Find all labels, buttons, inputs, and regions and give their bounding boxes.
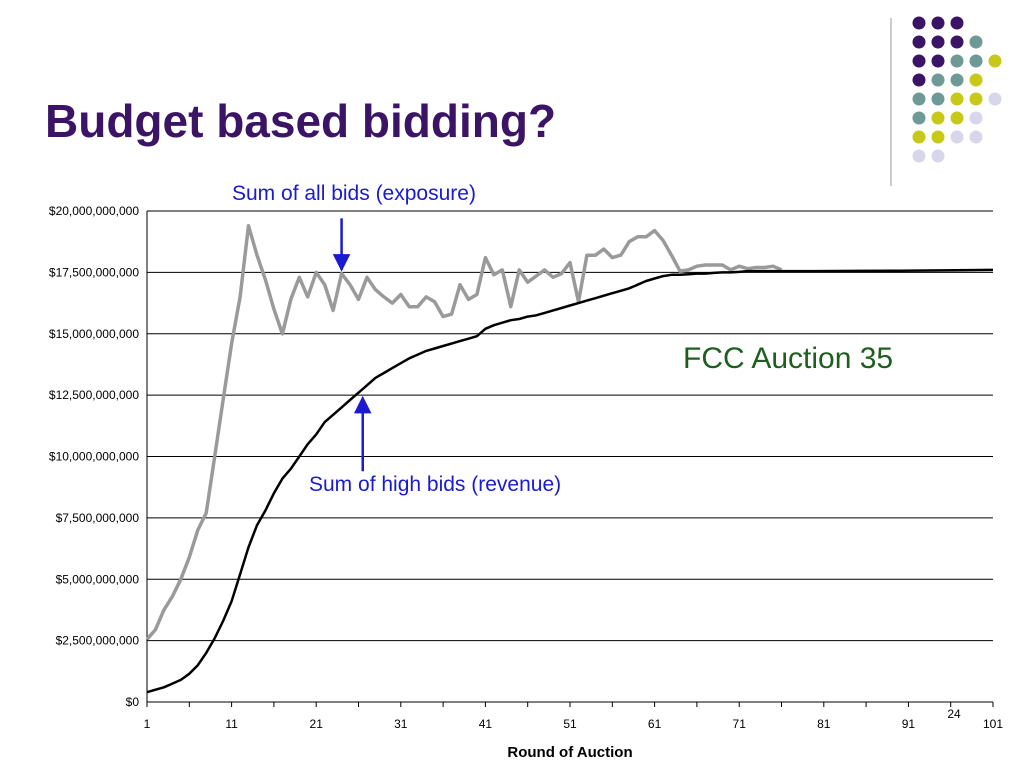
decorative-dot	[931, 35, 945, 49]
x-tick-label: 1	[144, 717, 151, 731]
y-tick-label: $0	[126, 695, 140, 709]
decorative-dot	[950, 16, 964, 30]
x-tick-label: 51	[563, 717, 577, 731]
y-tick-label: $20,000,000,000	[49, 204, 139, 218]
x-tick-label: 31	[394, 717, 408, 731]
page-number: 24	[947, 707, 961, 721]
decorative-dot	[969, 35, 983, 49]
decorative-dot	[912, 54, 926, 68]
decorative-dot	[969, 73, 983, 87]
series-line-exposure	[145, 223, 783, 641]
decorative-dot-grid	[912, 16, 1002, 163]
x-tick-label: 11	[225, 717, 238, 731]
y-tick-label: $7,500,000,000	[56, 511, 140, 525]
decorative-dot	[969, 130, 983, 144]
y-tick-label: $5,000,000,000	[56, 572, 140, 586]
decorative-dot	[950, 54, 964, 68]
decorative-dot	[912, 92, 926, 106]
decorative-dot	[912, 16, 926, 30]
decorative-dot	[950, 92, 964, 106]
x-tick-label: 41	[479, 717, 493, 731]
revenue-annotation: Sum of high bids (revenue)	[309, 473, 561, 496]
decorative-dot	[950, 35, 964, 49]
decorative-dot	[950, 111, 964, 125]
decorative-dot	[969, 54, 983, 68]
gridlines	[147, 210, 993, 642]
decorative-dot	[931, 111, 945, 125]
slide-title: Budget based bidding?	[45, 95, 557, 147]
y-tick-label: $12,500,000,000	[49, 388, 139, 402]
decorative-dot	[931, 92, 945, 106]
decorative-dot	[912, 35, 926, 49]
decorative-dot	[931, 54, 945, 68]
decorative-dot	[969, 111, 983, 125]
x-axis-title: Round of Auction	[507, 744, 632, 761]
x-tick-label: 101	[983, 717, 1003, 731]
decorative-dot	[969, 92, 983, 106]
x-tick-label: 81	[817, 717, 831, 731]
series-line-revenue	[146, 268, 994, 694]
decorative-dot	[912, 73, 926, 87]
y-tick-label: $2,500,000,000	[56, 634, 140, 648]
decorative-dot	[912, 111, 926, 125]
x-tick-label: 71	[733, 717, 747, 731]
decorative-dot	[931, 149, 945, 163]
axes	[146, 211, 994, 707]
decorative-dot	[950, 73, 964, 87]
fcc-auction-label: FCC Auction 35	[683, 342, 893, 375]
y-tick-label: $15,000,000,000	[49, 327, 139, 341]
x-tick-label: 21	[310, 717, 324, 731]
annotations: Sum of all bids (exposure) Sum of high b…	[232, 182, 893, 496]
decorative-dot	[931, 73, 945, 87]
decorative-dot	[931, 16, 945, 30]
decorative-dot	[988, 92, 1002, 106]
x-tick-label: 91	[902, 717, 916, 731]
y-tick-labels: $0 $2,500,000,000 $5,000,000,000 $7,500,000…	[49, 204, 139, 709]
x-tick-labels: 1 11 21 31 41 51 61 71 81 91 101	[144, 717, 1004, 731]
y-tick-label: $10,000,000,000	[49, 450, 139, 464]
decorative-dot	[912, 149, 926, 163]
decorative-dot	[912, 130, 926, 144]
decorative-dot	[931, 130, 945, 144]
exposure-annotation: Sum of all bids (exposure)	[232, 182, 476, 205]
y-tick-label: $17,500,000,000	[49, 265, 139, 279]
decorative-dot	[988, 54, 1002, 68]
x-tick-label: 61	[648, 717, 662, 731]
series-lines	[145, 223, 994, 694]
decorative-dot	[950, 130, 964, 144]
